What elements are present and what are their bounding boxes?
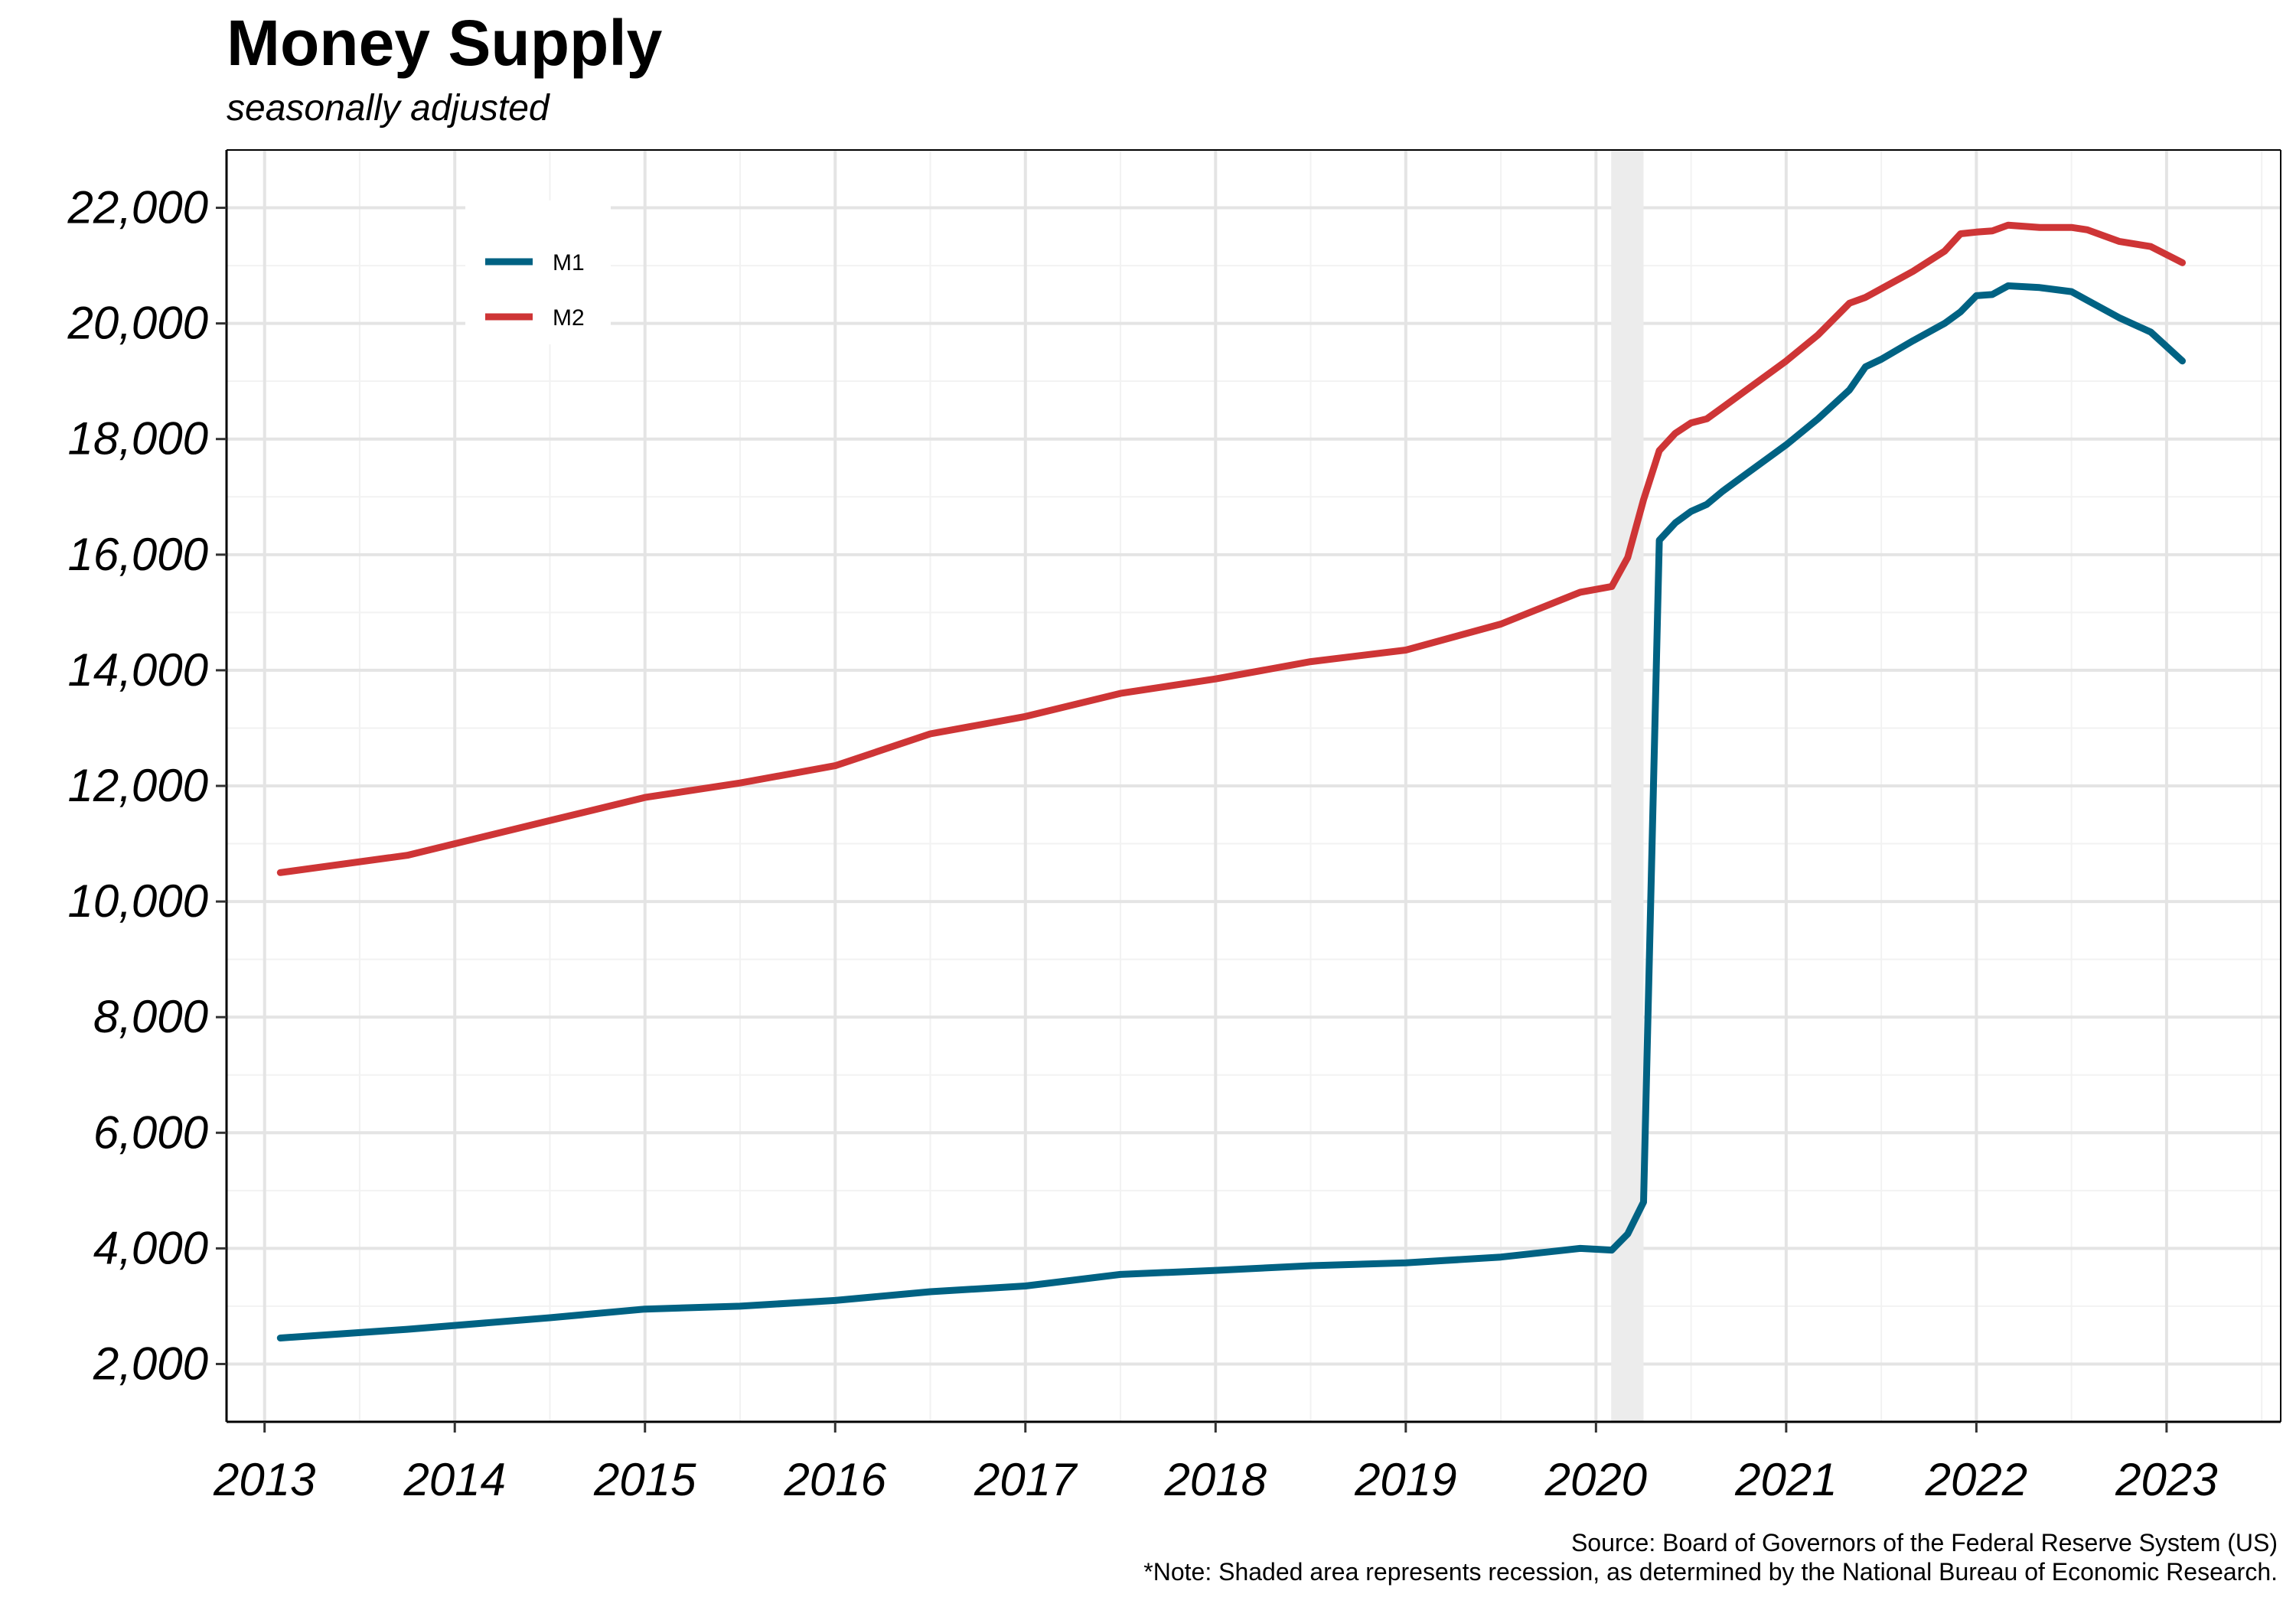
legend-label-m2: M2 (553, 305, 585, 331)
x-tick-label: 2019 (1354, 1454, 1456, 1505)
legend: M1 M2 (465, 200, 611, 344)
series-lines (276, 221, 2186, 1341)
y-tick-label: 4,000 (93, 1222, 208, 1273)
y-tick-label: 6,000 (93, 1107, 208, 1158)
legend-box (465, 200, 611, 344)
x-tick-label: 2015 (593, 1454, 696, 1505)
y-tick-label: 8,000 (93, 991, 208, 1042)
x-tick-label: 2022 (1925, 1454, 2027, 1505)
x-tick-label: 2021 (1734, 1454, 1837, 1505)
y-tick-label: 14,000 (67, 644, 208, 696)
chart-title: Money Supply (227, 7, 663, 79)
y-tick-label: 10,000 (67, 875, 208, 927)
x-tick-label: 2016 (784, 1454, 887, 1505)
y-tick-label: 2,000 (93, 1338, 208, 1389)
y-tick-label: 12,000 (67, 760, 208, 811)
series-line-m2 (276, 221, 2186, 876)
y-tick-label: 20,000 (67, 298, 208, 349)
y-axis-ticks: 2,000 4,000 6,000 8,000 10,000 12,000 14,000 16… (67, 182, 227, 1389)
chart-subtitle: seasonally adjusted (227, 88, 550, 129)
series-line-m1 (276, 282, 2186, 1341)
x-axis-ticks: 2013 2014 2015 2016 2017 2018 2019 2020 2021 2022… (213, 1422, 2218, 1505)
y-tick-label: 22,000 (67, 182, 208, 233)
recession-note: *Note: Shaded area represents recession,… (1143, 1558, 2278, 1586)
x-tick-label: 2023 (2115, 1454, 2217, 1505)
x-tick-label: 2018 (1164, 1454, 1267, 1505)
source-note: Source: Board of Governors of the Federa… (1570, 1529, 2278, 1556)
legend-label-m1: M1 (553, 250, 585, 275)
x-tick-label: 2013 (213, 1454, 315, 1505)
x-tick-label: 2014 (403, 1454, 505, 1505)
x-tick-label: 2017 (974, 1454, 1078, 1505)
y-tick-label: 16,000 (67, 529, 208, 580)
x-tick-label: 2020 (1544, 1454, 1647, 1505)
y-tick-label: 18,000 (67, 413, 208, 464)
